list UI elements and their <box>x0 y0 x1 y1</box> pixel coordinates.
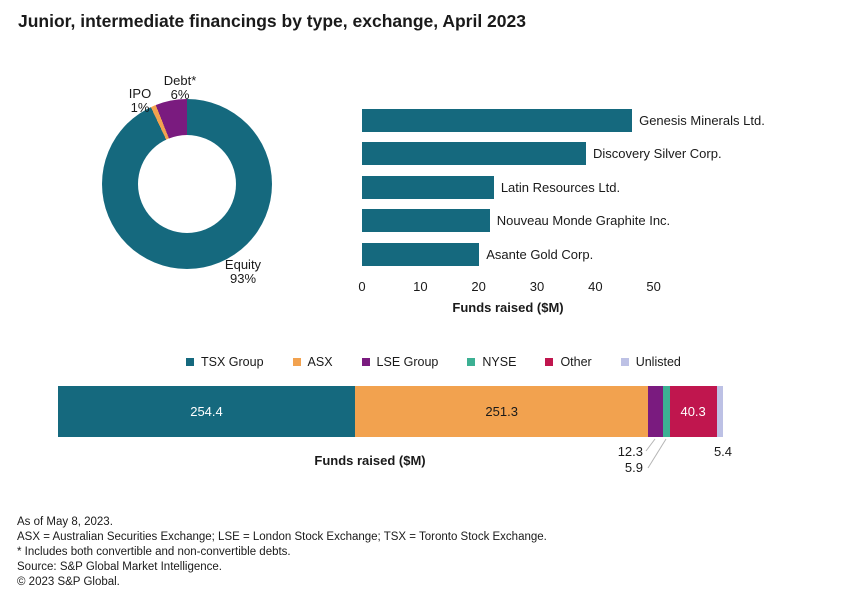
bar <box>362 175 494 199</box>
bar-row: Genesis Minerals Ltd. <box>362 109 802 132</box>
donut-label-debt-pct: 6% <box>170 86 190 102</box>
x-tick-label: 10 <box>413 279 428 294</box>
donut-label-equity: Equity 93% <box>212 258 274 285</box>
footnote-debt-note: * Includes both convertible and non-conv… <box>17 546 291 559</box>
x-tick-label: 0 <box>358 279 366 294</box>
legend-item-nyse: NYSE <box>467 355 516 369</box>
legend-label: ASX <box>307 355 333 369</box>
bar <box>362 242 480 266</box>
legend-item-unlisted: Unlisted <box>620 355 681 369</box>
footnote-source: Source: S&P Global Market Intelligence. <box>17 561 222 574</box>
donut-label-equity-pct: 93% <box>229 270 257 286</box>
legend-label: Other <box>560 355 592 369</box>
stacked-segment-nyse <box>662 386 670 437</box>
bar-chart-x-axis-label: Funds raised ($M) <box>452 300 564 315</box>
legend-swatch <box>467 358 476 366</box>
exchange-legend: TSX Group ASX LSE Group NYSE Other Unlisted <box>186 355 681 369</box>
x-tick-label: 40 <box>588 279 603 294</box>
bar-row: Discovery Silver Corp. <box>362 142 802 166</box>
donut-label-debt-name: Debt* <box>163 73 197 88</box>
donut-hole <box>138 135 236 233</box>
stacked-bar-funds-by-exchange: 254.4 251.3 40.3 <box>58 386 723 437</box>
bar-row: Latin Resources Ltd. <box>362 175 802 199</box>
x-tick-label: 30 <box>529 279 545 294</box>
bar-chart-top-financings: Genesis Minerals Ltd. Discovery Silver Co… <box>362 109 802 276</box>
footnote-abbreviations: ASX = Australian Securities Exchange; LS… <box>17 531 547 544</box>
donut-chart-financings-by-type <box>102 99 272 269</box>
x-tick-label: 50 <box>646 279 661 294</box>
legend-item-asx: ASX <box>292 355 333 369</box>
donut-label-debt: Debt* 6% <box>149 74 211 101</box>
segment-value-label: 40.3 <box>680 404 706 419</box>
donut-label-equity-name: Equity <box>224 257 262 272</box>
bar <box>362 109 633 132</box>
stacked-segment-tsx-group: 254.4 <box>58 386 355 437</box>
bar-row: Asante Gold Corp. <box>362 242 802 266</box>
legend-label: LSE Group <box>376 355 439 369</box>
bar-category-label: Nouveau Monde Graphite Inc. <box>496 213 671 229</box>
legend-swatch <box>545 358 554 366</box>
x-tick-label: 20 <box>471 279 486 294</box>
donut-label-ipo-pct: 1% <box>130 99 150 115</box>
bar-category-label: Asante Gold Corp. <box>486 246 594 262</box>
stacked-bar-x-axis-label: Funds raised ($M) <box>314 453 426 468</box>
callout-nyse-value: 5.9 <box>624 460 643 475</box>
page-title: Junior, intermediate financings by type,… <box>18 11 526 31</box>
stacked-segment-asx: 251.3 <box>355 386 649 437</box>
footnote-as-of: As of May 8, 2023. <box>17 516 113 528</box>
legend-item-lse-group: LSE Group <box>361 355 439 369</box>
legend-swatch <box>186 358 194 366</box>
bar-row: Nouveau Monde Graphite Inc. <box>362 209 802 233</box>
legend-item-other: Other <box>545 355 592 369</box>
stacked-segment-unlisted <box>716 386 723 437</box>
footnote-copyright: © 2023 S&P Global. <box>17 576 120 589</box>
callout-lse-value: 12.3 <box>617 444 643 459</box>
legend-label: TSX Group <box>201 355 264 369</box>
bar-category-label: Latin Resources Ltd. <box>500 179 621 195</box>
stacked-segment-lse-group <box>648 386 663 437</box>
donut-label-ipo: IPO 1% <box>114 87 166 114</box>
legend-swatch <box>361 358 370 366</box>
legend-swatch <box>292 358 301 366</box>
bar-category-label: Genesis Minerals Ltd. <box>639 113 765 128</box>
bar-chart-x-axis: 0 10 20 30 40 50 <box>358 279 702 295</box>
legend-label: Unlisted <box>635 355 681 369</box>
bar <box>362 142 586 166</box>
segment-value-label: 254.4 <box>190 404 223 419</box>
footnotes: As of May 8, 2023. ASX = Australian Secu… <box>17 515 547 590</box>
stacked-segment-other: 40.3 <box>669 386 717 437</box>
callout-unlisted-value: 5.4 <box>713 444 733 459</box>
callout-leader-lines <box>645 438 667 469</box>
bar <box>362 209 490 233</box>
bar-category-label: Discovery Silver Corp. <box>592 146 722 162</box>
legend-label: NYSE <box>482 355 517 369</box>
segment-value-label: 251.3 <box>485 404 518 419</box>
legend-swatch <box>620 358 629 366</box>
donut-label-ipo-name: IPO <box>128 86 152 101</box>
legend-item-tsx-group: TSX Group <box>186 355 264 369</box>
